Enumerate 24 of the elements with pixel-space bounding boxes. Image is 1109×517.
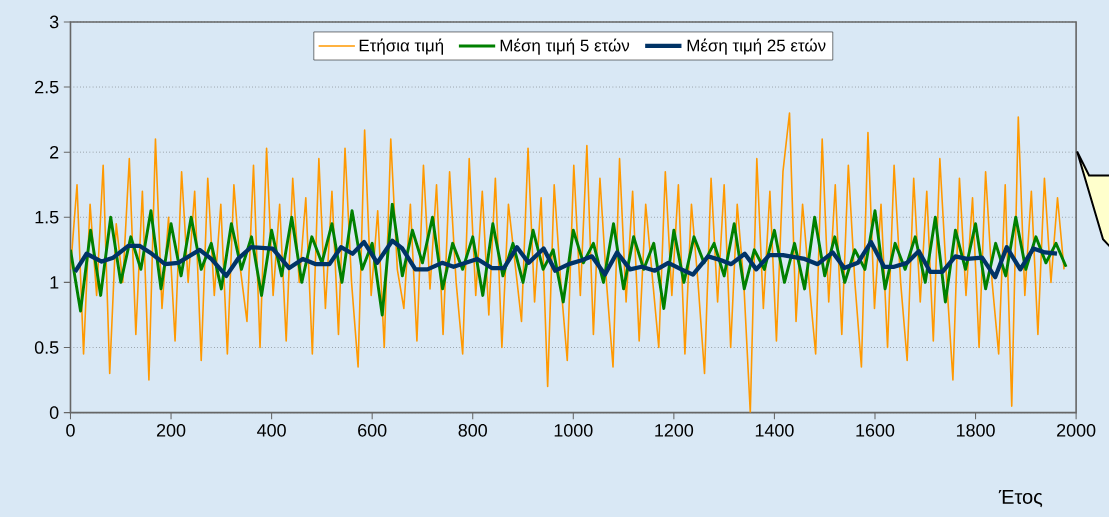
y-tick-label: 1.5 (35, 210, 59, 224)
x-tick-label: 0 (66, 423, 75, 437)
x-tick-label: 1600 (856, 423, 895, 437)
x-tick-label: 800 (458, 423, 487, 437)
y-tick-label: 0 (49, 406, 59, 419)
y-tick-label: 3 (49, 15, 59, 29)
legend-label: Μέση τιμή 25 ετών (687, 38, 826, 55)
x-axis-title: Έτος (998, 489, 1043, 508)
x-tick-label: 200 (156, 423, 186, 437)
x-tick-label: 1200 (655, 423, 694, 437)
x-tick-label: 2000 (1057, 423, 1096, 437)
y-tick-label: 0.5 (34, 341, 59, 354)
y-tick-label: 2 (50, 145, 59, 159)
line-series (72, 238, 1060, 280)
legend-label: Ετήσια τιμή (359, 38, 444, 55)
line-series (70, 112, 1065, 413)
x-tick-label: 400 (257, 423, 286, 437)
legend-label: Μέση τιμή 5 ετών (500, 38, 630, 55)
x-tick-label: 1800 (956, 423, 995, 437)
y-tick-label: 1 (50, 276, 59, 289)
x-tick-label: 600 (358, 423, 387, 437)
y-tick-label: 2.5 (35, 80, 59, 94)
x-tick-label: 1400 (755, 423, 794, 437)
x-tick-label: 1000 (554, 423, 593, 437)
